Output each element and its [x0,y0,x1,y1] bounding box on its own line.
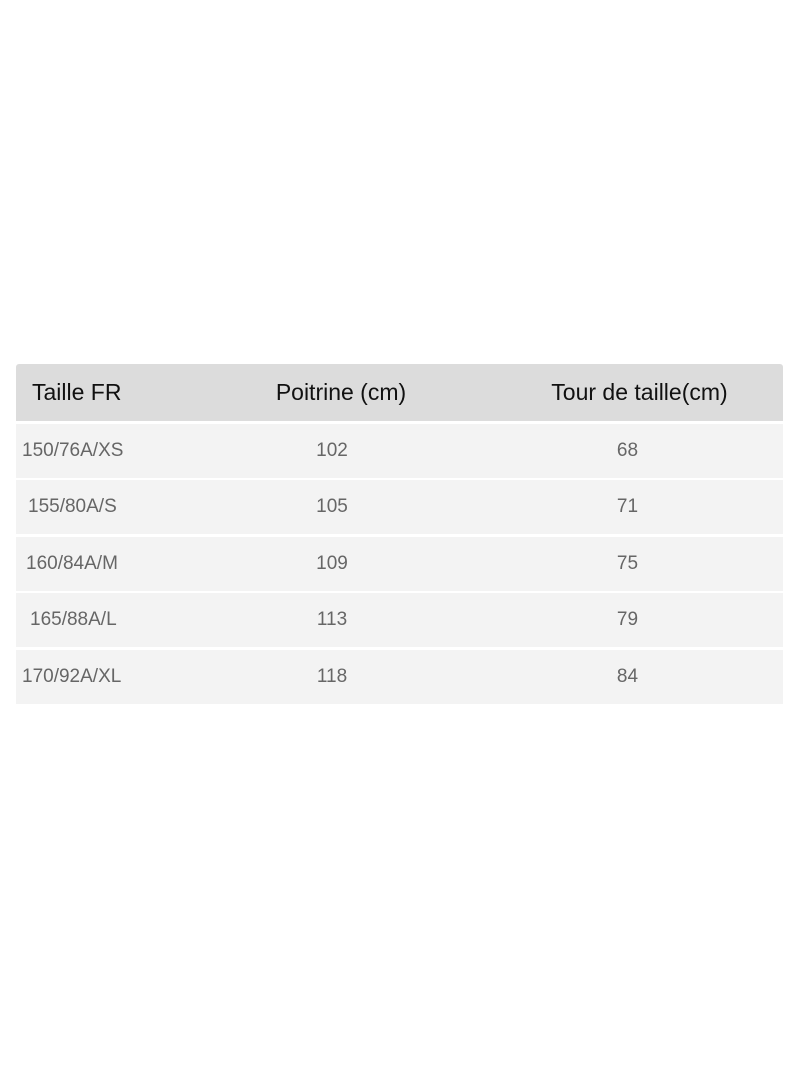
cell-chest: 113 [316,609,348,630]
cell-size: 170/92A/XL [22,665,122,687]
table-header: Taille FR Poitrine (cm) Tour de taille(c… [16,364,783,421]
header-waist: Tour de taille(cm) [551,379,728,405]
cell-chest: 109 [316,552,348,574]
cell-waist: 75 [616,552,639,574]
table-row: 150/76A/XS 102 68 [16,423,783,478]
cell-size: 165/88A/L [30,609,117,630]
table-row: 155/80A/S 105 71 [16,480,783,534]
cell-chest: 118 [316,665,348,687]
header-size: Taille FR [32,379,122,405]
cell-waist: 71 [616,496,639,517]
cell-chest: 102 [316,439,348,461]
header-chest: Poitrine (cm) [275,379,407,405]
cell-waist: 84 [616,665,639,687]
size-chart-table: Taille FR Poitrine (cm) Tour de taille(c… [16,364,783,704]
cell-waist: 68 [616,439,639,461]
cell-chest: 105 [316,496,348,517]
table-row: 165/88A/L 113 79 [16,593,783,647]
cell-waist: 79 [616,609,639,630]
table-row: 170/92A/XL 118 84 [16,649,783,704]
table-row: 160/84A/M 109 75 [16,536,783,591]
cell-size: 150/76A/XS [22,439,124,461]
cell-size: 155/80A/S [28,496,117,517]
cell-size: 160/84A/M [26,552,118,574]
